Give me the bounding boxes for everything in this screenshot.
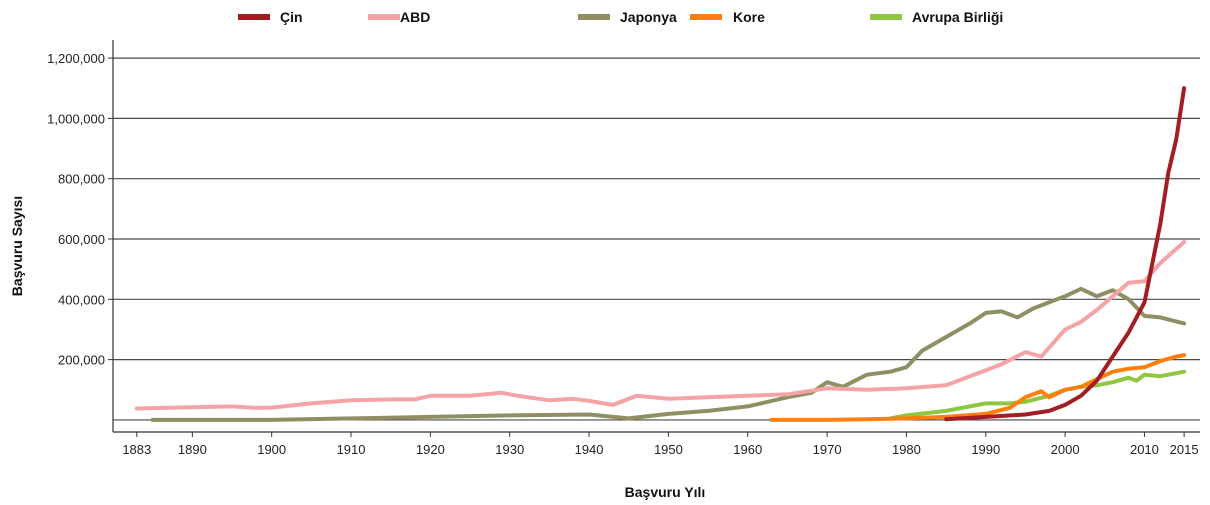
y-tick-label: 1,000,000: [47, 111, 105, 126]
x-tick-label: 1883: [122, 442, 151, 457]
legend-label-japonya: Japonya: [620, 9, 677, 25]
x-tick-label: 2010: [1130, 442, 1159, 457]
series-line-abd: [134, 240, 1187, 411]
y-tick-label: 1,200,000: [47, 51, 105, 66]
series-line-japonya: [150, 286, 1187, 422]
x-tick-label: 1990: [971, 442, 1000, 457]
y-tick-label: 400,000: [58, 292, 105, 307]
x-tick-label: 1980: [892, 442, 921, 457]
x-tick-label: 2015: [1170, 442, 1199, 457]
series-lines: [134, 86, 1187, 422]
series-line-kore: [769, 353, 1187, 422]
x-axis-title: Başvuru Yılı: [625, 484, 706, 500]
axes: 200,000 400,000 600,000 800,000 1,000,000 1,2…: [47, 40, 1200, 457]
legend-label-cin: Çin: [280, 9, 303, 25]
x-tick-label: 1900: [257, 442, 286, 457]
gridlines: [113, 57, 1200, 421]
x-tick-label: 1910: [337, 442, 366, 457]
legend-label-abd: ABD: [400, 9, 430, 25]
x-tick-label: 1940: [575, 442, 604, 457]
x-tick-label: 2000: [1051, 442, 1080, 457]
series-line-cin: [944, 86, 1187, 422]
y-axis-title: Başvuru Sayısı: [9, 196, 25, 296]
legend-label-kore: Kore: [733, 9, 765, 25]
y-tick-label: 800,000: [58, 172, 105, 187]
x-tick-label: 1950: [654, 442, 683, 457]
legend: Çin ABD Japonya Kore Avrupa Birliği: [238, 9, 1003, 25]
y-tick-label: 200,000: [58, 353, 105, 368]
x-tick-label: 1930: [495, 442, 524, 457]
x-tick-label: 1970: [813, 442, 842, 457]
x-tick-label: 1960: [733, 442, 762, 457]
legend-label-avrupa-birligi: Avrupa Birliği: [912, 9, 1003, 25]
x-tick-label: 1890: [178, 442, 207, 457]
x-tick-label: 1920: [416, 442, 445, 457]
y-tick-label: 600,000: [58, 232, 105, 247]
